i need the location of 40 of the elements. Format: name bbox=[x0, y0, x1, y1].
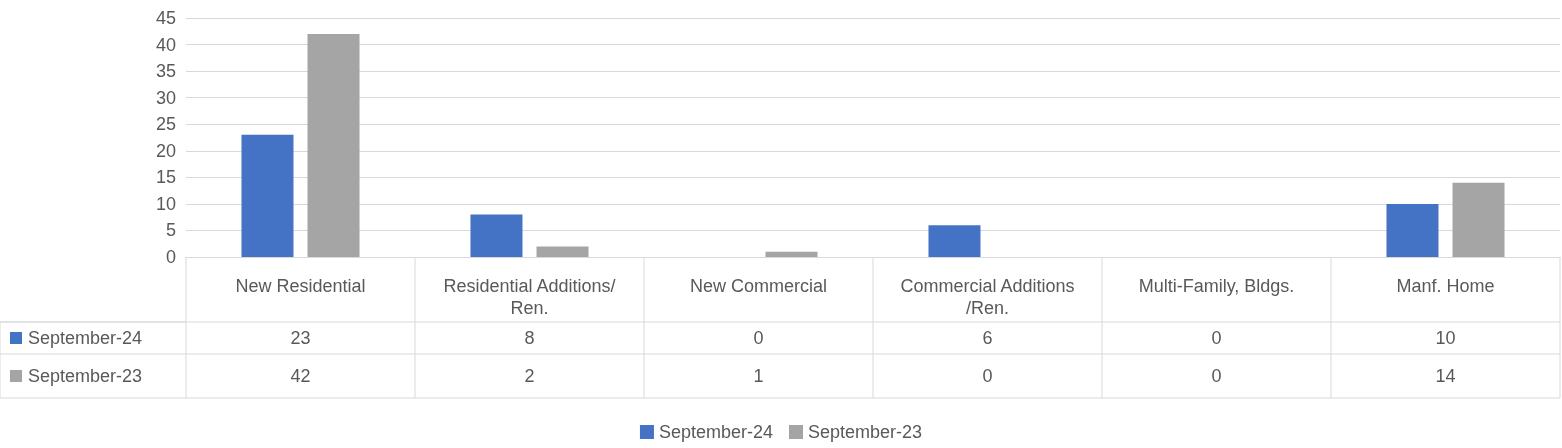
data-label: 0 bbox=[753, 328, 764, 348]
data-label: 8 bbox=[524, 328, 535, 348]
data-label: 23 bbox=[290, 328, 311, 348]
y-tick-label: 5 bbox=[165, 220, 176, 241]
bar bbox=[928, 225, 981, 257]
data-label: 0 bbox=[1211, 366, 1222, 386]
y-tick-label: 0 bbox=[165, 247, 176, 267]
data-label: 2 bbox=[524, 366, 535, 386]
bar bbox=[307, 33, 360, 257]
legend-label: September-24 bbox=[28, 328, 143, 348]
y-tick-label: 10 bbox=[155, 193, 176, 214]
data-label: 0 bbox=[1211, 328, 1222, 348]
data-label: 42 bbox=[290, 366, 311, 386]
data-label: 10 bbox=[1435, 328, 1456, 348]
y-tick-label: 35 bbox=[155, 61, 176, 82]
x-tick-label: Manf. Home bbox=[1396, 276, 1495, 296]
text: September-24 bbox=[658, 422, 774, 442]
y-tick-label: 15 bbox=[155, 167, 176, 188]
data-label: 6 bbox=[982, 328, 993, 348]
bar bbox=[765, 251, 818, 257]
x-tick-label: New Residential bbox=[235, 276, 366, 296]
x-tick-label: Commercial Additions/Ren. bbox=[900, 276, 1075, 318]
y-tick-label: 25 bbox=[155, 114, 176, 135]
x-tick-label: Multi-Family, Bldgs. bbox=[1138, 276, 1295, 296]
y-tick-label: 20 bbox=[155, 140, 176, 161]
legend-label: September-23 bbox=[808, 422, 923, 442]
bar bbox=[241, 134, 294, 257]
y-tick-label: 45 bbox=[155, 8, 176, 28]
data-label: 1 bbox=[753, 366, 764, 386]
bar bbox=[536, 246, 589, 257]
data-label: 14 bbox=[1435, 366, 1456, 386]
y-tick-label: 40 bbox=[155, 34, 176, 55]
text: September-23 bbox=[28, 366, 143, 386]
bar bbox=[470, 214, 523, 257]
bar bbox=[1386, 203, 1439, 257]
y-tick-label: 30 bbox=[155, 87, 176, 108]
x-tick-label: Residential Additions/Ren. bbox=[443, 276, 616, 318]
x-tick-label: New Commercial bbox=[689, 276, 828, 296]
data-label: 0 bbox=[982, 366, 993, 386]
bar bbox=[1452, 182, 1505, 257]
